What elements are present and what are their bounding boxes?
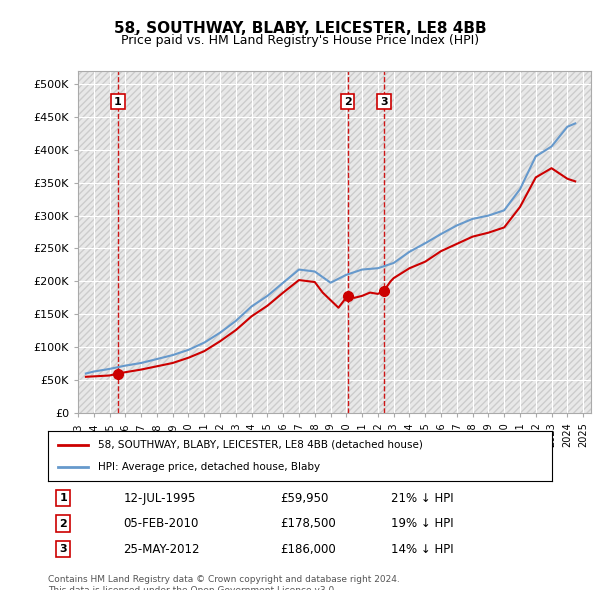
58, SOUTHWAY, BLABY, LEICESTER, LE8 4BB (detached house) — [335, 304, 342, 312]
58, SOUTHWAY, BLABY, LEICESTER, LE8 4BB (detached house) — [137, 366, 145, 373]
HPI: Average price, detached house, Blaby: (2.02e+03, 4.4e+05): Average price, detached house, Blaby: (2… — [572, 120, 579, 127]
Text: 58, SOUTHWAY, BLABY, LEICESTER, LE8 4BB (detached house): 58, SOUTHWAY, BLABY, LEICESTER, LE8 4BB … — [98, 440, 423, 450]
58, SOUTHWAY, BLABY, LEICESTER, LE8 4BB (detached house) — [367, 289, 374, 296]
HPI: Average price, detached house, Blaby: (2e+03, 9.6e+04): Average price, detached house, Blaby: (2… — [185, 346, 192, 353]
HPI: Average price, detached house, Blaby: (2.02e+03, 3e+05): Average price, detached house, Blaby: (2… — [485, 212, 492, 219]
HPI: Average price, detached house, Blaby: (2e+03, 8.2e+04): Average price, detached house, Blaby: (2… — [154, 356, 161, 363]
HPI: Average price, detached house, Blaby: (2e+03, 7.2e+04): Average price, detached house, Blaby: (2… — [122, 362, 129, 369]
58, SOUTHWAY, BLABY, LEICESTER, LE8 4BB (detached house) — [387, 278, 394, 285]
HPI: Average price, detached house, Blaby: (2.01e+03, 1.98e+05): Average price, detached house, Blaby: (2… — [327, 279, 334, 286]
HPI: Average price, detached house, Blaby: (2e+03, 1.22e+05): Average price, detached house, Blaby: (2… — [217, 329, 224, 336]
HPI: Average price, detached house, Blaby: (2.02e+03, 2.72e+05): Average price, detached house, Blaby: (2… — [437, 231, 445, 238]
58, SOUTHWAY, BLABY, LEICESTER, LE8 4BB (detached house) — [572, 178, 579, 185]
HPI: Average price, detached house, Blaby: (2.02e+03, 2.85e+05): Average price, detached house, Blaby: (2… — [453, 222, 460, 229]
Text: 2: 2 — [344, 97, 352, 107]
58, SOUTHWAY, BLABY, LEICESTER, LE8 4BB (detached house) — [82, 373, 89, 381]
HPI: Average price, detached house, Blaby: (2e+03, 7.6e+04): Average price, detached house, Blaby: (2… — [137, 359, 145, 366]
HPI: Average price, detached house, Blaby: (2.02e+03, 3.08e+05): Average price, detached house, Blaby: (2… — [500, 206, 508, 214]
58, SOUTHWAY, BLABY, LEICESTER, LE8 4BB (detached house) — [295, 277, 302, 284]
HPI: Average price, detached house, Blaby: (2e+03, 1.78e+05): Average price, detached house, Blaby: (2… — [264, 292, 271, 299]
HPI: Average price, detached house, Blaby: (2.02e+03, 2.58e+05): Average price, detached house, Blaby: (2… — [422, 240, 429, 247]
Text: 14% ↓ HPI: 14% ↓ HPI — [391, 543, 454, 556]
58, SOUTHWAY, BLABY, LEICESTER, LE8 4BB (detached house) — [200, 348, 208, 355]
Text: 21% ↓ HPI: 21% ↓ HPI — [391, 491, 454, 504]
58, SOUTHWAY, BLABY, LEICESTER, LE8 4BB (detached house) — [548, 165, 555, 172]
Text: 1: 1 — [59, 493, 67, 503]
HPI: Average price, detached house, Blaby: (2.02e+03, 3.4e+05): Average price, detached house, Blaby: (2… — [517, 186, 524, 193]
58, SOUTHWAY, BLABY, LEICESTER, LE8 4BB (detached house) — [380, 287, 388, 294]
58, SOUTHWAY, BLABY, LEICESTER, LE8 4BB (detached house) — [154, 363, 161, 370]
58, SOUTHWAY, BLABY, LEICESTER, LE8 4BB (detached house) — [106, 372, 113, 379]
HPI: Average price, detached house, Blaby: (2.01e+03, 1.98e+05): Average price, detached house, Blaby: (2… — [280, 279, 287, 286]
Text: 3: 3 — [59, 544, 67, 554]
58, SOUTHWAY, BLABY, LEICESTER, LE8 4BB (detached house) — [344, 292, 352, 299]
HPI: Average price, detached house, Blaby: (1.99e+03, 6.3e+04): Average price, detached house, Blaby: (1… — [90, 368, 97, 375]
58, SOUTHWAY, BLABY, LEICESTER, LE8 4BB (detached house) — [232, 326, 239, 333]
Text: 19% ↓ HPI: 19% ↓ HPI — [391, 517, 454, 530]
58, SOUTHWAY, BLABY, LEICESTER, LE8 4BB (detached house) — [453, 240, 460, 247]
Text: 3: 3 — [380, 97, 388, 107]
58, SOUTHWAY, BLABY, LEICESTER, LE8 4BB (detached house) — [319, 289, 326, 296]
HPI: Average price, detached house, Blaby: (2.02e+03, 4.05e+05): Average price, detached house, Blaby: (2… — [548, 143, 555, 150]
58, SOUTHWAY, BLABY, LEICESTER, LE8 4BB (detached house) — [564, 175, 571, 182]
58, SOUTHWAY, BLABY, LEICESTER, LE8 4BB (detached house) — [264, 302, 271, 309]
58, SOUTHWAY, BLABY, LEICESTER, LE8 4BB (detached house) — [122, 369, 129, 376]
Text: 25-MAY-2012: 25-MAY-2012 — [124, 543, 200, 556]
58, SOUTHWAY, BLABY, LEICESTER, LE8 4BB (detached house) — [406, 265, 413, 272]
Text: 1: 1 — [114, 97, 122, 107]
Text: £178,500: £178,500 — [280, 517, 335, 530]
HPI: Average price, detached house, Blaby: (2.01e+03, 2.18e+05): Average price, detached house, Blaby: (2… — [295, 266, 302, 273]
HPI: Average price, detached house, Blaby: (2.01e+03, 2.1e+05): Average price, detached house, Blaby: (2… — [343, 271, 350, 278]
Line: HPI: Average price, detached house, Blaby: HPI: Average price, detached house, Blab… — [86, 123, 575, 373]
Text: £59,950: £59,950 — [280, 491, 328, 504]
58, SOUTHWAY, BLABY, LEICESTER, LE8 4BB (detached house) — [248, 313, 255, 320]
HPI: Average price, detached house, Blaby: (2.02e+03, 4.35e+05): Average price, detached house, Blaby: (2… — [564, 123, 571, 130]
Text: 05-FEB-2010: 05-FEB-2010 — [124, 517, 199, 530]
HPI: Average price, detached house, Blaby: (2.01e+03, 2.2e+05): Average price, detached house, Blaby: (2… — [374, 265, 382, 272]
HPI: Average price, detached house, Blaby: (2.01e+03, 2.15e+05): Average price, detached house, Blaby: (2… — [311, 268, 319, 275]
HPI: Average price, detached house, Blaby: (2.01e+03, 2.28e+05): Average price, detached house, Blaby: (2… — [390, 260, 397, 267]
HPI: Average price, detached house, Blaby: (2e+03, 1.62e+05): Average price, detached house, Blaby: (2… — [248, 303, 255, 310]
58, SOUTHWAY, BLABY, LEICESTER, LE8 4BB (detached house) — [437, 248, 445, 255]
Text: HPI: Average price, detached house, Blaby: HPI: Average price, detached house, Blab… — [98, 462, 320, 472]
Text: 58, SOUTHWAY, BLABY, LEICESTER, LE8 4BB: 58, SOUTHWAY, BLABY, LEICESTER, LE8 4BB — [113, 21, 487, 35]
HPI: Average price, detached house, Blaby: (2.02e+03, 2.95e+05): Average price, detached house, Blaby: (2… — [469, 215, 476, 222]
58, SOUTHWAY, BLABY, LEICESTER, LE8 4BB (detached house) — [500, 224, 508, 231]
58, SOUTHWAY, BLABY, LEICESTER, LE8 4BB (detached house) — [185, 354, 192, 361]
HPI: Average price, detached house, Blaby: (2e+03, 8.8e+04): Average price, detached house, Blaby: (2… — [169, 352, 176, 359]
Line: 58, SOUTHWAY, BLABY, LEICESTER, LE8 4BB (detached house): 58, SOUTHWAY, BLABY, LEICESTER, LE8 4BB … — [86, 168, 575, 377]
Text: £186,000: £186,000 — [280, 543, 335, 556]
Text: Price paid vs. HM Land Registry's House Price Index (HPI): Price paid vs. HM Land Registry's House … — [121, 34, 479, 47]
HPI: Average price, detached house, Blaby: (2e+03, 1.4e+05): Average price, detached house, Blaby: (2… — [232, 317, 239, 324]
HPI: Average price, detached house, Blaby: (1.99e+03, 6e+04): Average price, detached house, Blaby: (1… — [82, 370, 89, 377]
Text: Contains HM Land Registry data © Crown copyright and database right 2024.
This d: Contains HM Land Registry data © Crown c… — [48, 575, 400, 590]
HPI: Average price, detached house, Blaby: (2.01e+03, 2.45e+05): Average price, detached house, Blaby: (2… — [406, 248, 413, 255]
58, SOUTHWAY, BLABY, LEICESTER, LE8 4BB (detached house) — [280, 289, 287, 296]
58, SOUTHWAY, BLABY, LEICESTER, LE8 4BB (detached house) — [485, 229, 492, 236]
58, SOUTHWAY, BLABY, LEICESTER, LE8 4BB (detached house) — [350, 294, 358, 301]
HPI: Average price, detached house, Blaby: (2e+03, 1.07e+05): Average price, detached house, Blaby: (2… — [200, 339, 208, 346]
58, SOUTHWAY, BLABY, LEICESTER, LE8 4BB (detached house) — [517, 204, 524, 211]
Text: 2: 2 — [59, 519, 67, 529]
58, SOUTHWAY, BLABY, LEICESTER, LE8 4BB (detached house) — [390, 274, 397, 281]
HPI: Average price, detached house, Blaby: (2.01e+03, 2.18e+05): Average price, detached house, Blaby: (2… — [359, 266, 366, 273]
58, SOUTHWAY, BLABY, LEICESTER, LE8 4BB (detached house) — [532, 174, 539, 181]
58, SOUTHWAY, BLABY, LEICESTER, LE8 4BB (detached house) — [311, 278, 319, 286]
HPI: Average price, detached house, Blaby: (2.02e+03, 3.9e+05): Average price, detached house, Blaby: (2… — [532, 153, 539, 160]
58, SOUTHWAY, BLABY, LEICESTER, LE8 4BB (detached house) — [374, 290, 382, 297]
58, SOUTHWAY, BLABY, LEICESTER, LE8 4BB (detached house) — [115, 370, 122, 377]
58, SOUTHWAY, BLABY, LEICESTER, LE8 4BB (detached house) — [217, 337, 224, 345]
Text: 12-JUL-1995: 12-JUL-1995 — [124, 491, 196, 504]
58, SOUTHWAY, BLABY, LEICESTER, LE8 4BB (detached house) — [469, 233, 476, 240]
58, SOUTHWAY, BLABY, LEICESTER, LE8 4BB (detached house) — [422, 258, 429, 265]
58, SOUTHWAY, BLABY, LEICESTER, LE8 4BB (detached house) — [359, 292, 366, 299]
HPI: Average price, detached house, Blaby: (2e+03, 6.7e+04): Average price, detached house, Blaby: (2… — [106, 365, 113, 372]
58, SOUTHWAY, BLABY, LEICESTER, LE8 4BB (detached house) — [169, 359, 176, 366]
